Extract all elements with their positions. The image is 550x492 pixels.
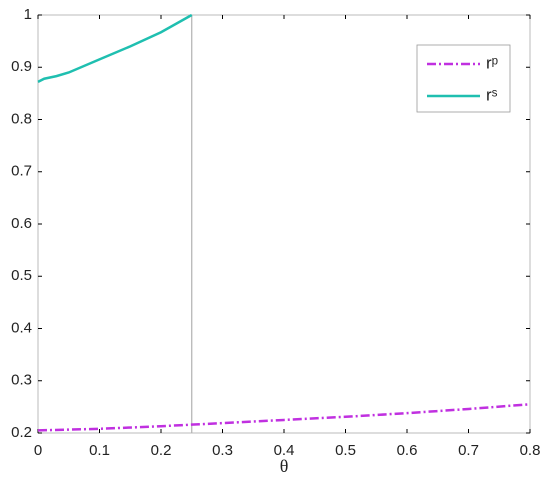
y-tick-label: 1 — [24, 6, 32, 23]
x-tick-label: 0.4 — [274, 442, 295, 459]
y-tick-label: 0.2 — [11, 424, 32, 441]
legend-box — [416, 44, 511, 113]
x-tick-label: 0.5 — [335, 442, 356, 459]
x-tick-label: 0.3 — [212, 442, 233, 459]
x-tick-label: 0.1 — [89, 442, 110, 459]
x-tick-label: 0 — [34, 442, 42, 459]
y-tick-label: 0.5 — [11, 267, 32, 284]
x-axis-label: θ — [280, 456, 289, 476]
legend-label: rᵖ — [486, 53, 498, 72]
y-tick-label: 0.9 — [11, 58, 32, 75]
x-tick-label: 0.2 — [151, 442, 172, 459]
y-tick-label: 0.7 — [11, 163, 32, 180]
series-line — [37, 13, 193, 83]
x-tick-label: 0.8 — [520, 442, 541, 459]
series-line — [37, 403, 531, 432]
y-tick-label: 0.4 — [11, 319, 32, 336]
y-tick-label: 0.3 — [11, 372, 32, 389]
y-tick-label: 0.6 — [11, 215, 32, 232]
y-tick-label: 0.8 — [11, 110, 32, 127]
x-tick-label: 0.7 — [458, 442, 479, 459]
x-tick-label: 0.6 — [397, 442, 418, 459]
legend-label: rˢ — [486, 85, 498, 104]
